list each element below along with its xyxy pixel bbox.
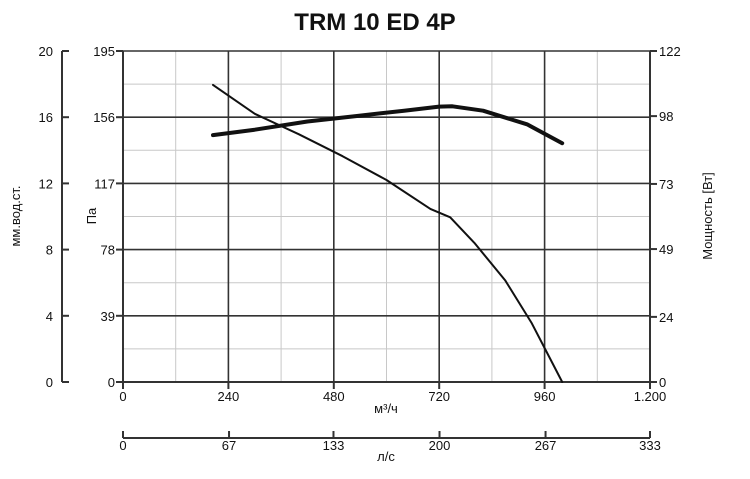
x2-tick-label: 133 — [323, 438, 345, 453]
y-outer-tick-label: 0 — [46, 375, 53, 390]
y-tick-label: 78 — [101, 243, 115, 258]
axes — [61, 50, 657, 439]
y-tick-label: 156 — [93, 110, 115, 125]
x2-axis-label: л/с — [377, 449, 395, 464]
x-tick-label: 240 — [218, 389, 240, 404]
y-right-tick-label: 0 — [659, 375, 666, 390]
y-outer-tick-label: 4 — [46, 309, 53, 324]
y-outer-tick-label: 16 — [39, 110, 53, 125]
y-right-axis-label: Мощность [Вт] — [700, 172, 715, 260]
x2-tick-label: 67 — [222, 438, 236, 453]
x-tick-label: 720 — [428, 389, 450, 404]
y-right-tick-label: 122 — [659, 44, 681, 59]
x-tick-label: 960 — [534, 389, 556, 404]
x-axis-label: м³/ч — [374, 401, 398, 416]
y-outer-tick-label: 20 — [39, 44, 53, 59]
power-curve — [211, 104, 565, 146]
pressure-curve — [212, 83, 564, 383]
chart-title: TRM 10 ED 4P — [294, 9, 455, 36]
y-outer-axis-label: мм.вод.ст. — [8, 185, 23, 246]
y-tick-label: 39 — [101, 309, 115, 324]
x2-tick-label: 267 — [535, 438, 557, 453]
x2-tick-label: 200 — [429, 438, 451, 453]
x-tick-label: 0 — [119, 389, 126, 404]
x2-tick-label: 0 — [119, 438, 126, 453]
y-outer-tick-label: 12 — [39, 176, 53, 191]
y-right-tick-label: 24 — [659, 310, 673, 325]
y-outer-tick-label: 8 — [46, 243, 53, 258]
y-tick-label: 117 — [94, 176, 115, 191]
y-right-tick-label: 73 — [659, 177, 673, 192]
y-axis-label: Па — [84, 207, 99, 224]
y-tick-label: 195 — [93, 44, 115, 59]
x-tick-label: 1.200 — [634, 389, 667, 404]
y-right-tick-label: 49 — [659, 242, 673, 257]
series-lines — [211, 83, 565, 383]
minor-gridlines — [123, 51, 650, 382]
x-tick-label: 480 — [323, 389, 345, 404]
y-tick-label: 0 — [108, 375, 115, 390]
y-right-tick-label: 98 — [659, 109, 673, 124]
x2-tick-label: 333 — [639, 438, 661, 453]
